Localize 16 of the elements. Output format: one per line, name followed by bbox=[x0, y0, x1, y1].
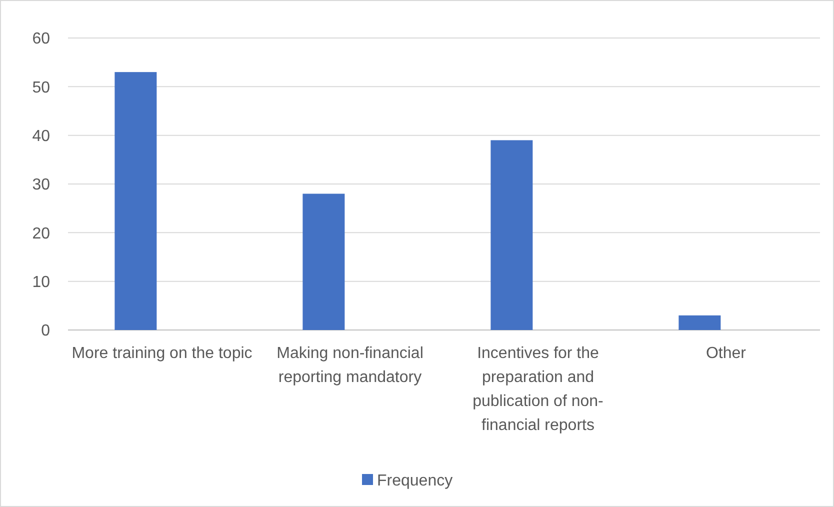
bar bbox=[114, 72, 157, 330]
x-tick-label: More training on the topic bbox=[72, 345, 252, 362]
y-tick-label: 50 bbox=[32, 79, 50, 96]
y-tick-label: 30 bbox=[32, 176, 50, 194]
y-tick-label: 0 bbox=[41, 322, 50, 340]
x-tick-label: Making non-financial reporting mandatory bbox=[276, 345, 424, 386]
y-tick-label: 40 bbox=[32, 128, 50, 145]
x-tick-label: Other bbox=[706, 345, 747, 362]
bar bbox=[678, 315, 721, 330]
y-tick-label: 20 bbox=[32, 225, 50, 242]
x-tick-label: Incentives for the preparation and publication of non-financial reports bbox=[472, 345, 604, 434]
y-tick-label: 60 bbox=[32, 30, 50, 48]
y-tick-label: 10 bbox=[32, 274, 50, 291]
legend-label: Frequency bbox=[377, 472, 453, 490]
bar bbox=[490, 140, 533, 330]
bar bbox=[302, 194, 345, 330]
